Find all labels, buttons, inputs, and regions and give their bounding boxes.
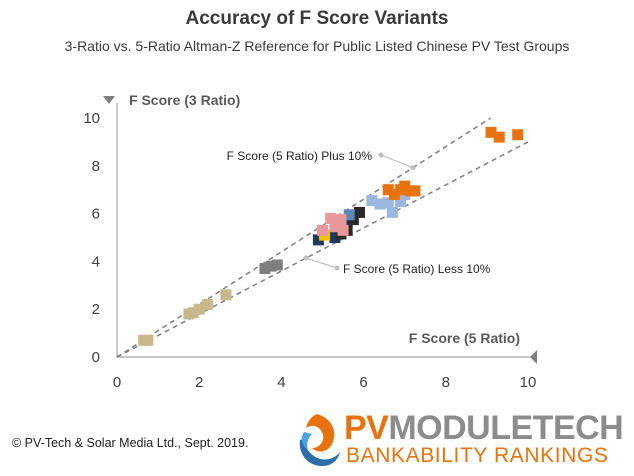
data-point	[382, 197, 394, 209]
data-point	[329, 232, 341, 243]
leader-dot	[378, 152, 384, 158]
data-point	[382, 184, 394, 196]
chart-title: Accuracy of F Score Variants	[185, 8, 449, 29]
y-axis-title: F Score (3 Ratio)	[129, 92, 240, 108]
annotation-layer: F Score (5 Ratio) Plus 10% F Score (5 Rat…	[227, 149, 491, 276]
x-tick-label: 4	[277, 374, 285, 391]
scatter-chart: F Score (3 Ratio) F Score (5 Ratio) 0 2 4 6 8 1…	[83, 92, 537, 391]
reference-line	[116, 117, 492, 358]
x-tick-label: 2	[195, 374, 203, 391]
data-point	[337, 224, 349, 236]
y-tick-label: 2	[92, 301, 100, 318]
reference-lines-layer	[116, 117, 529, 358]
brand-pv: PV	[344, 409, 389, 447]
x-tick-label: 8	[442, 374, 450, 391]
points-layer	[138, 126, 524, 346]
x-tick-label: 10	[520, 374, 537, 391]
data-point	[142, 334, 154, 346]
data-point	[409, 185, 421, 197]
pv-moduletech-logo: PVMODULETECH BANKABILITY RANKINGS	[290, 408, 630, 472]
chart-subtitle: 3-Ratio vs. 5-Ratio Altman-Z Reference f…	[64, 38, 570, 54]
x-axis-arrow-icon	[530, 350, 537, 364]
data-point	[265, 260, 277, 272]
data-point	[493, 131, 505, 143]
leader-dot	[303, 255, 309, 261]
brand-subtitle: BANKABILITY RANKINGS	[346, 444, 609, 467]
data-point	[386, 206, 398, 218]
upper-bound-label: F Score (5 Ratio) Plus 10%	[227, 149, 373, 163]
data-point	[353, 206, 365, 218]
data-point	[220, 289, 232, 301]
leader-dot	[410, 165, 416, 171]
y-tick-label: 6	[92, 206, 100, 223]
y-tick-label: 10	[83, 110, 100, 127]
data-point	[395, 196, 407, 208]
data-point	[388, 188, 400, 200]
data-point	[317, 224, 328, 236]
x-axis-title: F Score (5 Ratio)	[409, 330, 520, 346]
x-tick-label: 6	[359, 374, 367, 391]
brand-name: PVMODULETECH	[344, 409, 624, 447]
data-point	[343, 209, 355, 221]
data-point	[312, 234, 324, 246]
data-point	[485, 126, 497, 138]
data-point	[335, 214, 347, 226]
data-point	[271, 259, 283, 271]
data-point	[259, 263, 271, 275]
leader-line	[305, 257, 338, 269]
data-point	[399, 180, 411, 192]
y-tick-label: 8	[92, 158, 100, 175]
brand-moduletech: MODULETECH	[388, 409, 624, 447]
reference-line	[116, 141, 529, 358]
axes-layer: F Score (3 Ratio) F Score (5 Ratio) 0 2 4 6 8 1…	[83, 92, 537, 391]
lower-bound-label: F Score (5 Ratio) Less 10%	[343, 262, 491, 276]
y-tick-label: 4	[92, 253, 100, 270]
y-axis-arrow-icon	[103, 96, 115, 104]
y-tick-label: 0	[92, 349, 100, 366]
data-point	[374, 198, 386, 210]
leader-line	[380, 154, 414, 169]
data-point	[187, 307, 199, 319]
leader-dot	[334, 265, 340, 271]
data-point	[512, 129, 524, 141]
logo-swirl-icon	[299, 414, 340, 466]
data-point	[329, 221, 341, 233]
x-tick-label: 0	[113, 374, 121, 391]
data-point	[193, 303, 205, 315]
data-point	[325, 212, 337, 224]
copyright-text: © PV-Tech & Solar Media Ltd., Sept. 2019…	[12, 436, 249, 450]
data-point	[366, 194, 378, 206]
data-point	[201, 298, 213, 310]
